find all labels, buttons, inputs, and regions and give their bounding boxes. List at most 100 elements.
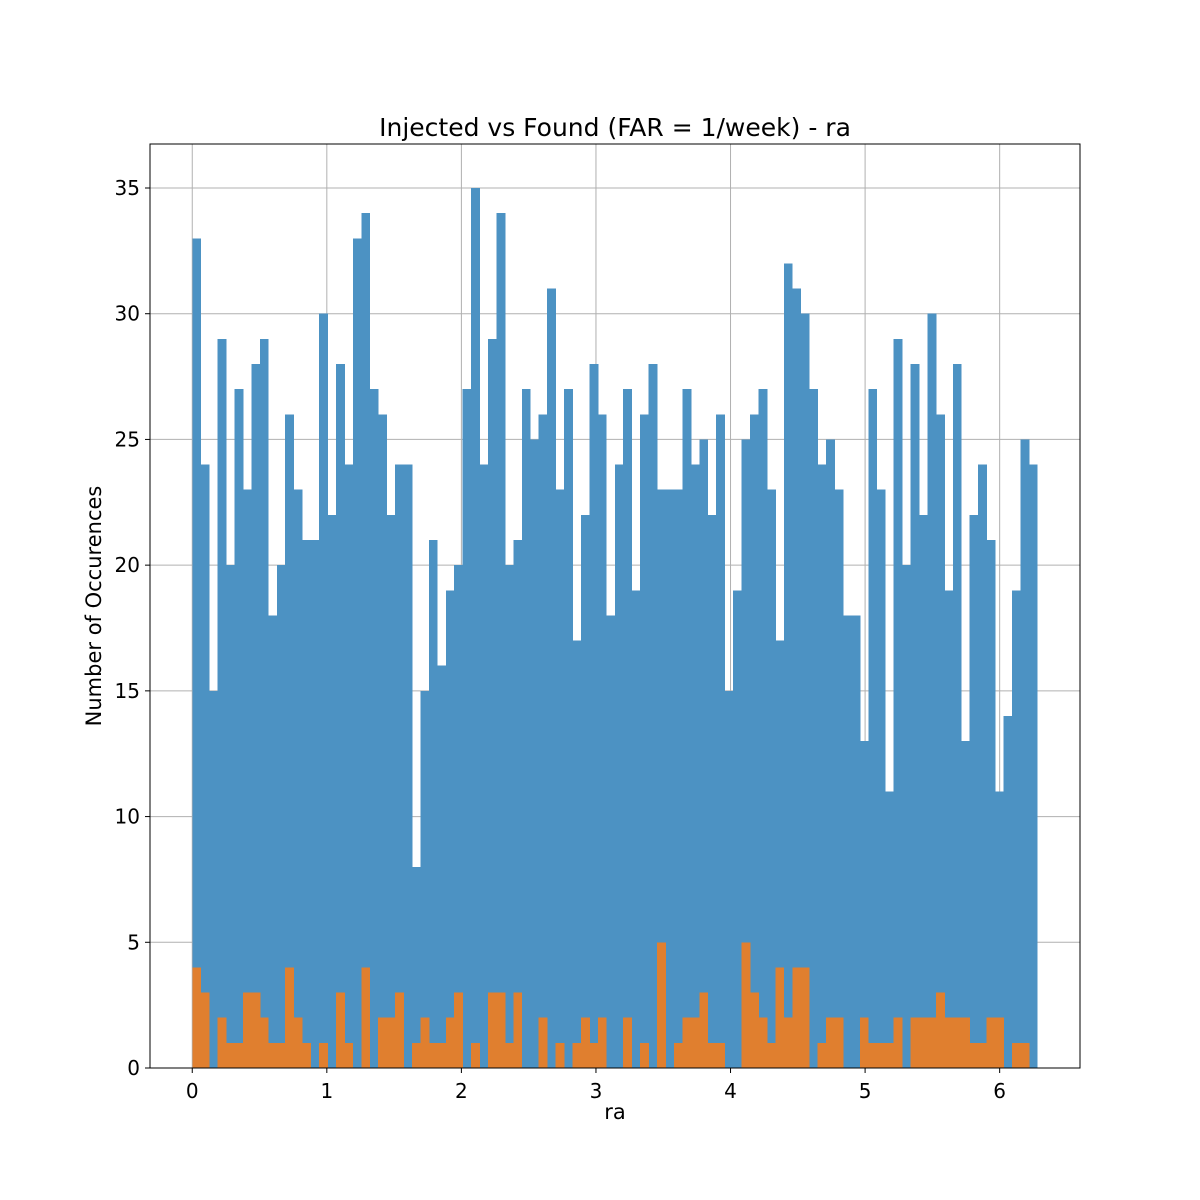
histogram-bar-series-1 [640,414,650,1068]
histogram-bar-series-2 [555,1042,565,1068]
histogram-bar-series-1 [741,439,751,1068]
histogram-bar-series-1 [859,741,869,1068]
histogram-bar-series-2 [597,1017,607,1068]
histogram-bar-series-1 [513,540,523,1068]
histogram-bar-series-2 [640,1042,650,1068]
histogram-bar-series-2 [758,1017,768,1068]
histogram-bar-series-2 [826,1017,835,1068]
histogram-bar-series-2 [378,1017,388,1068]
histogram-bar-series-2 [834,1017,844,1068]
x-tick-label: 5 [859,1079,872,1103]
histogram-bar-series-2 [285,967,295,1068]
histogram-bar-series-1 [403,464,413,1069]
histogram-bar-series-2 [276,1042,286,1068]
histogram-bar-series-1 [327,514,337,1068]
histogram-bar-series-1 [876,489,886,1068]
histogram-bar-series-1 [902,565,911,1068]
histogram-bar-series-2 [445,1017,455,1068]
histogram-bar-series-1 [614,464,624,1069]
histogram-bar-series-2 [800,967,810,1068]
histogram-bar-series-1 [657,489,666,1068]
histogram-bar-series-1 [885,791,895,1068]
histogram-bar-series-2 [319,1042,328,1068]
histogram-bar-series-1 [192,238,202,1069]
histogram-bar-series-1 [488,338,497,1068]
histogram-bar-series-2 [268,1042,278,1068]
histogram-bar-series-1 [690,464,700,1069]
histogram-bar-series-1 [648,364,658,1068]
histogram-bar-series-2 [935,992,945,1068]
histogram-bar-series-1 [378,414,388,1068]
x-tick-label: 6 [993,1079,1006,1103]
histogram-bar-series-1 [361,213,371,1069]
histogram-bar-series-1 [673,489,683,1068]
histogram-bar-series-1 [978,464,988,1069]
histogram-bar-series-1 [369,389,379,1069]
histogram-bar-series-2 [242,992,252,1068]
histogram-bar-series-2 [513,992,523,1068]
histogram-bar-series-2 [217,1017,227,1068]
y-axis-ticks: 0 5 10 15 20 25 30 35 [115,176,150,1080]
histogram-bar-series-1 [386,514,396,1068]
histogram-bar-series-2 [504,1042,514,1068]
histogram-bar-series-1 [344,464,354,1069]
histogram-bar-series-2 [876,1042,886,1068]
histogram-bar-series-1 [395,464,404,1069]
y-tick-label: 10 [115,805,140,829]
histogram-bar-series-1 [910,364,920,1068]
histogram-bar-series-2 [944,1017,954,1068]
histogram-bar-series-2 [293,1017,303,1068]
histogram-bar-series-1 [800,313,810,1068]
histogram-bar-series-2 [344,1042,354,1068]
histogram-bar-series-2 [437,1042,447,1068]
histogram-bar-series-1 [817,464,827,1069]
y-tick-label: 25 [115,427,140,451]
histogram-bar-series-1 [454,565,464,1068]
histogram-bar-series-2 [919,1017,928,1068]
histogram-bar-series-2 [623,1017,633,1068]
histogram-bar-series-1 [750,414,759,1068]
histogram-bar-series-1 [682,389,692,1069]
histogram-bar-series-2 [707,1042,717,1068]
histogram-bar-series-1 [234,389,244,1069]
histogram-bar-series-1 [242,489,252,1068]
histogram-bar-series-1 [285,414,295,1068]
histogram-bar-series-2 [995,1017,1004,1068]
x-axis-ticks: 0 1 2 3 4 5 6 [186,1068,1006,1103]
histogram-bar-series-2 [859,1017,869,1068]
histogram-bar-series-1 [335,364,345,1068]
histogram-bar-series-1 [200,464,210,1069]
histogram-bar-series-2 [226,1042,235,1068]
y-tick-label: 0 [127,1056,140,1080]
histogram-bar-series-1 [733,590,742,1068]
histogram-bar-series-2 [817,1042,827,1068]
histogram-bar-series-1 [631,590,641,1068]
histogram-bar-series-2 [420,1017,430,1068]
histogram-bar-series-2 [969,1042,979,1068]
histogram-bar-series-1 [927,313,937,1068]
y-tick-label: 20 [115,553,140,577]
histogram-bar-series-2 [682,1017,692,1068]
histogram-bar-series-1 [665,489,675,1068]
histogram-bar-series-2 [1011,1042,1021,1068]
histogram-bar-series-1 [1020,439,1030,1068]
histogram-bar-series-1 [302,540,311,1068]
histogram-bar-series-1 [842,615,852,1068]
histogram-bar-series-1 [352,238,362,1069]
histogram-bar-series-1 [471,188,480,1068]
histogram-bar-series-2 [411,1042,421,1068]
histogram-bar-series-1 [1003,716,1013,1068]
histogram-bar-series-2 [251,992,261,1068]
histogram-bar-series-1 [217,338,227,1068]
histogram-bar-series-1 [420,690,430,1068]
histogram-bar-series-1 [1011,590,1021,1068]
histogram-bar-series-2 [386,1017,396,1068]
histogram-bar-series-2 [952,1017,962,1068]
histogram-bar-series-1 [766,489,776,1068]
histogram-bar-series-1 [310,540,320,1068]
histogram-bar-series-1 [479,464,489,1069]
histogram-bar-series-1 [834,489,844,1068]
histogram-bar-series-2 [580,1017,590,1068]
y-tick-label: 15 [115,679,140,703]
histogram-bar-series-2 [792,967,802,1068]
